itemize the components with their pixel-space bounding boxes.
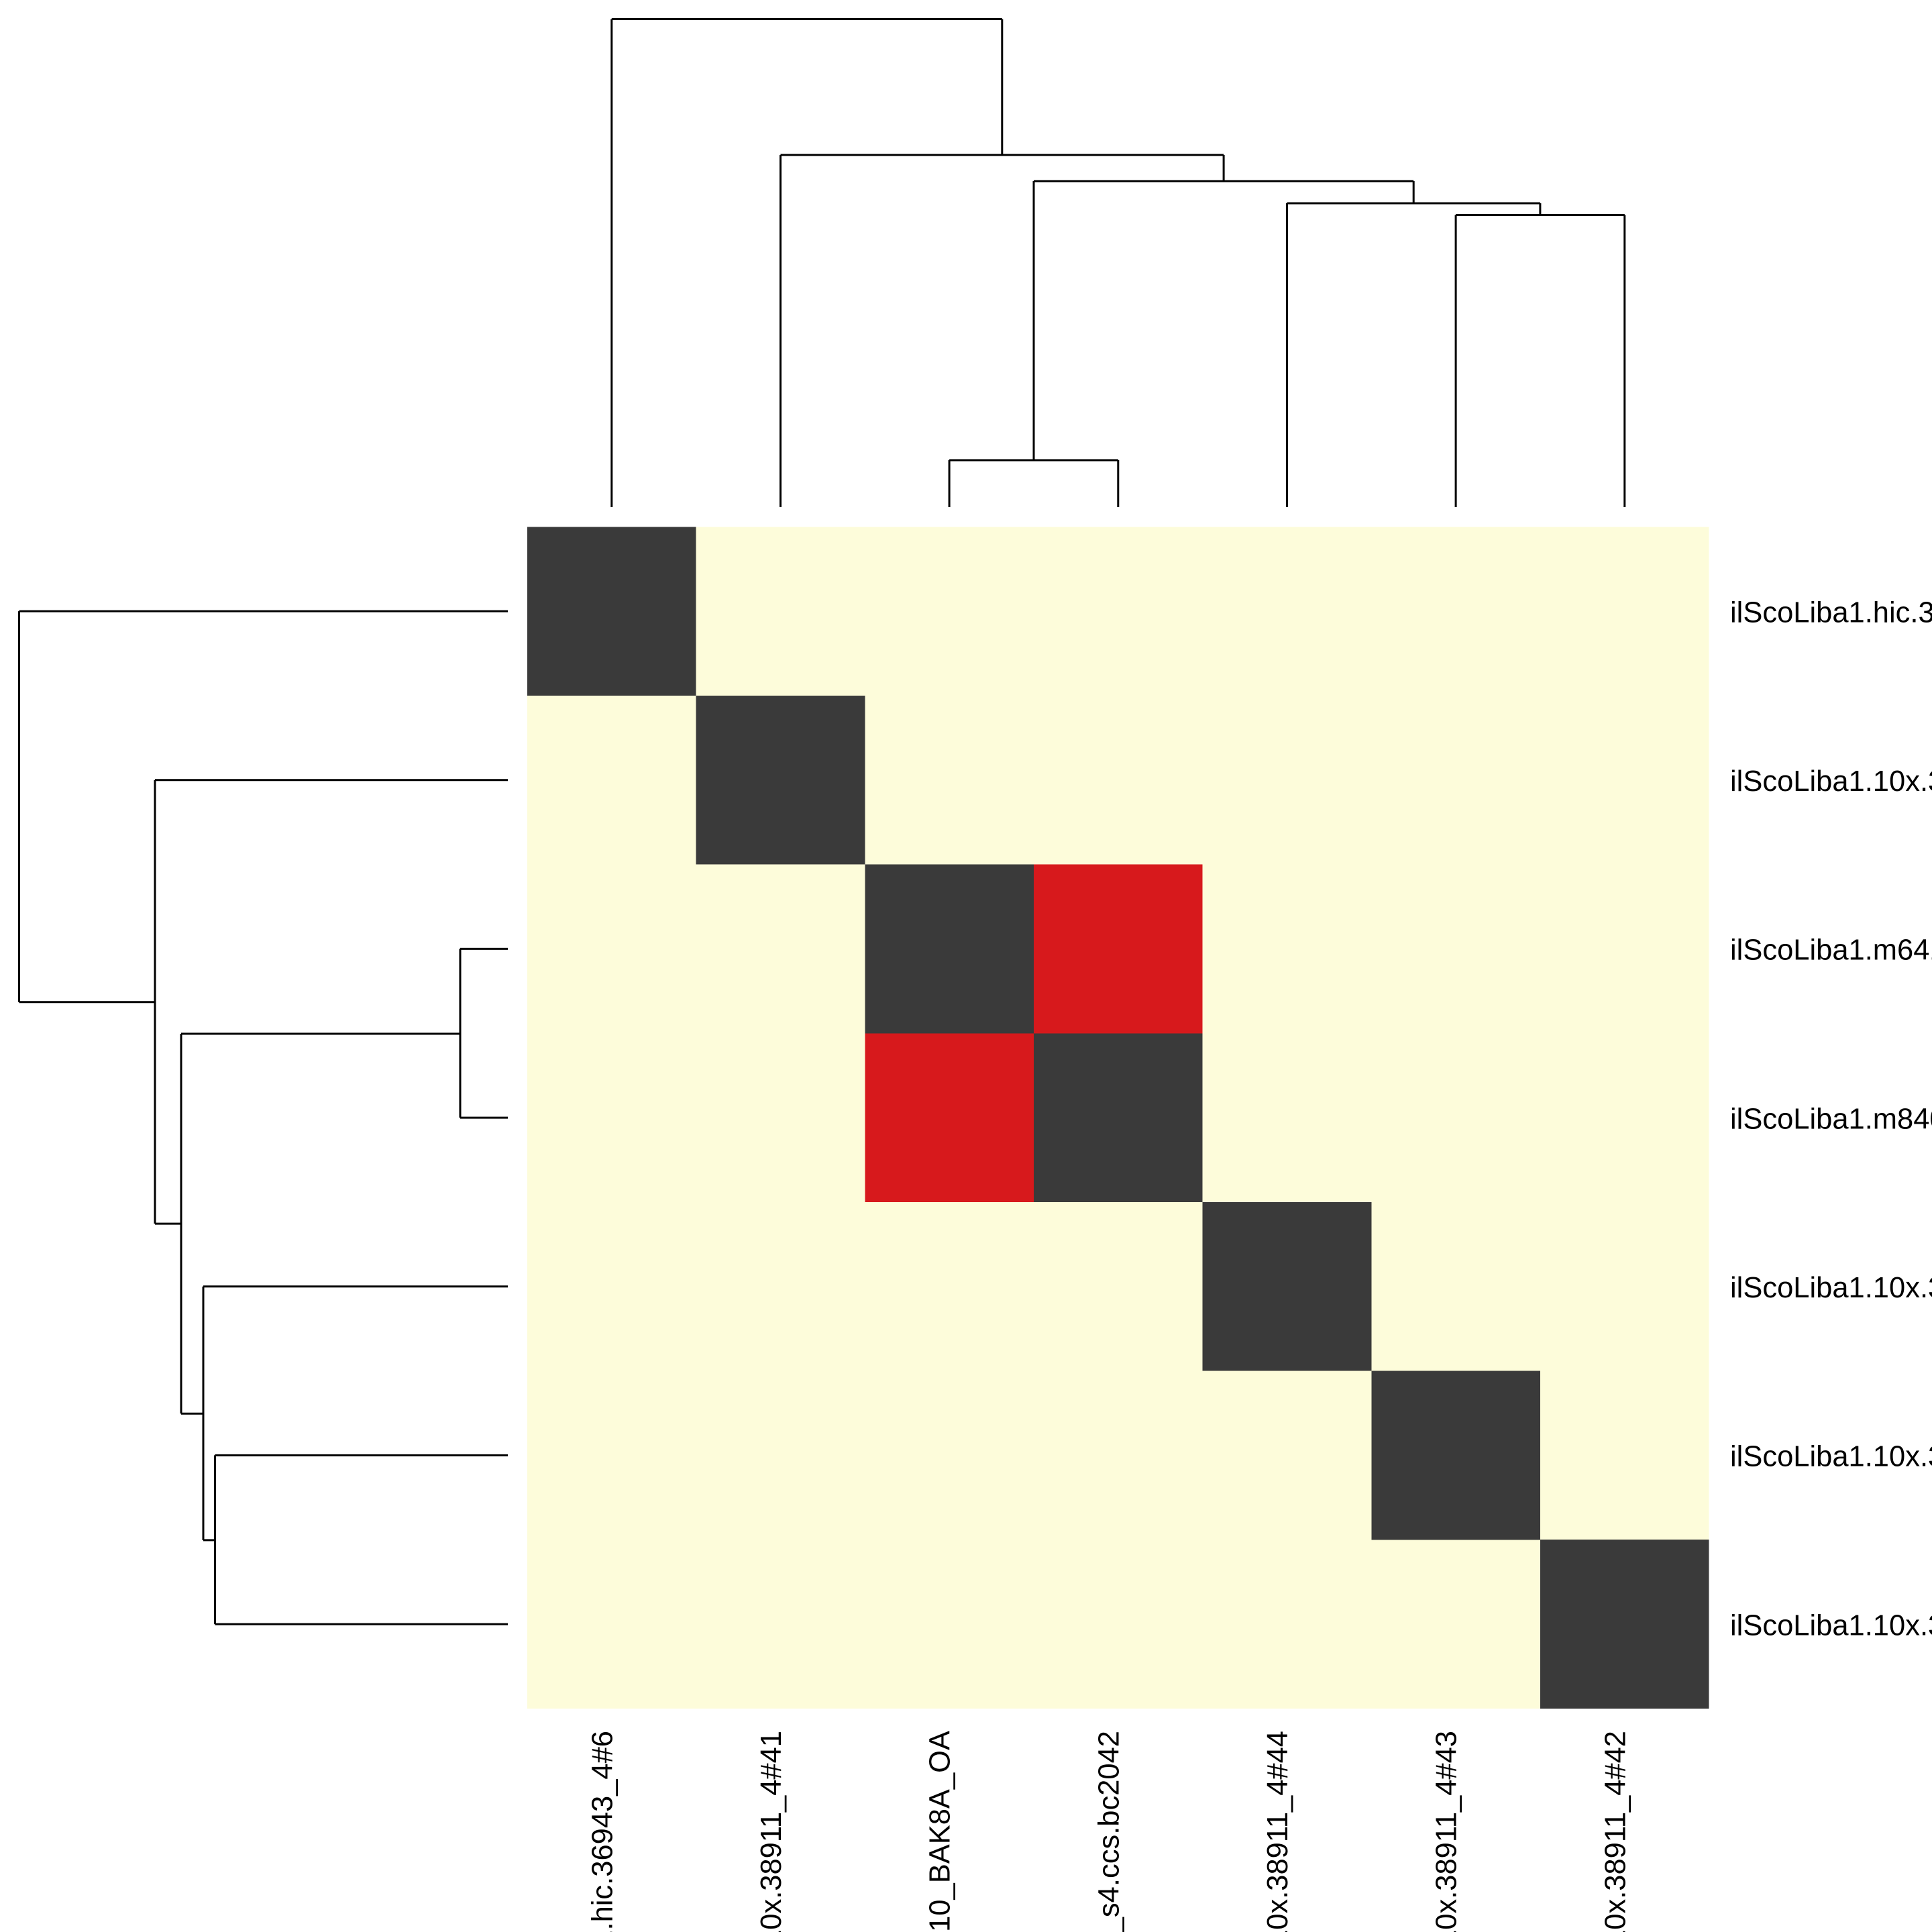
svg-text:ilScoLiba1.10x.38911_4#42: ilScoLiba1.10x.38911_4#42 [1730,1609,1932,1642]
svg-text:ilScoLiba1.10x.38911_4#42: ilScoLiba1.10x.38911_4#42 [1599,1731,1631,1932]
svg-text:ilScoLiba1.m84046_230605_s4.cc: ilScoLiba1.m84046_230605_s4.ccs.bc2042 [1093,1731,1125,1932]
svg-text:ilScoLiba1.10x.38911_4#44: ilScoLiba1.10x.38911_4#44 [1730,1272,1932,1304]
svg-text:ilScoLiba1.10x.38911_4#41: ilScoLiba1.10x.38911_4#41 [755,1731,788,1932]
svg-text:ilScoLiba1.m64178e_210807_010_: ilScoLiba1.m64178e_210807_010_BAK8A_OA [924,1731,957,1932]
svg-text:ilScoLiba1.10x.38911_4#41: ilScoLiba1.10x.38911_4#41 [1730,765,1932,798]
svg-text:ilScoLiba1.m84046_230605_s4.cc: ilScoLiba1.m84046_230605_s4.ccs.bc2042 [1730,1103,1932,1135]
svg-text:ilScoLiba1.m64178e_210807_010_: ilScoLiba1.m64178e_210807_010_BAK8A_OA [1730,934,1932,967]
svg-text:ilScoLiba1.10x.38911_4#43: ilScoLiba1.10x.38911_4#43 [1431,1731,1463,1932]
svg-text:ilScoLiba1.10x.38911_4#43: ilScoLiba1.10x.38911_4#43 [1730,1441,1932,1473]
svg-text:ilScoLiba1.10x.38911_4#44: ilScoLiba1.10x.38911_4#44 [1262,1731,1294,1932]
svg-text:ilScoLiba1.hic.36943_4#6: ilScoLiba1.hic.36943_4#6 [586,1731,619,1932]
svg-text:ilScoLiba1.hic.36943_4#6: ilScoLiba1.hic.36943_4#6 [1730,596,1932,629]
